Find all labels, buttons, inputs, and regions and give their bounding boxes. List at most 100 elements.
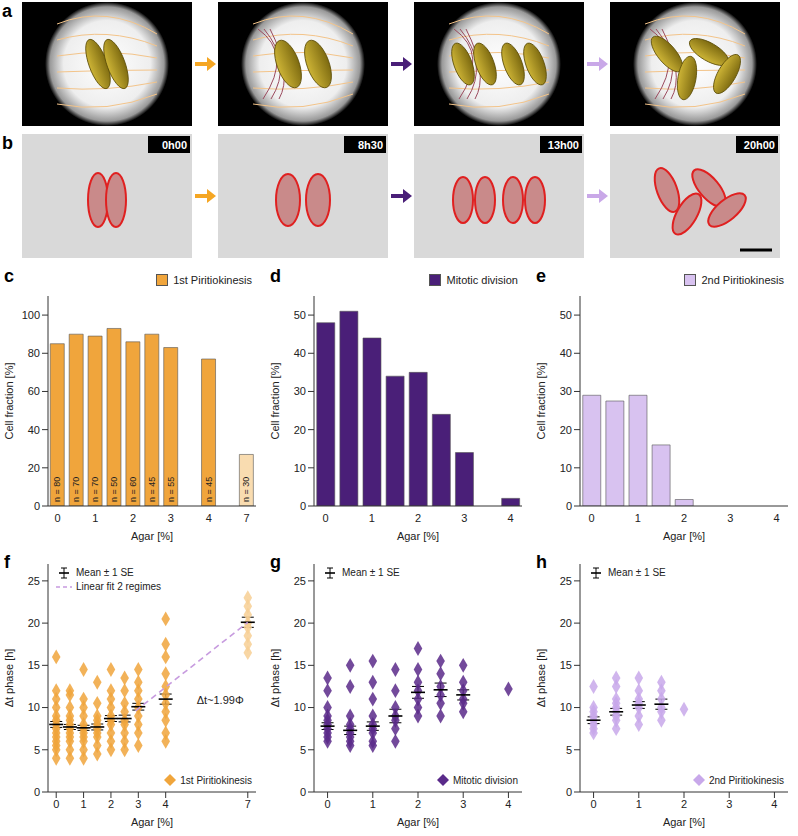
svg-text:n = 30: n = 30 bbox=[241, 477, 251, 502]
svg-text:0: 0 bbox=[54, 512, 60, 524]
svg-text:n = 45: n = 45 bbox=[147, 477, 157, 502]
svg-text:Δt~1.99Φ: Δt~1.99Φ bbox=[197, 694, 244, 706]
svg-text:40: 40 bbox=[560, 347, 572, 359]
svg-text:Agar [%]: Agar [%] bbox=[131, 816, 173, 828]
svg-text:2: 2 bbox=[681, 798, 687, 810]
svg-text:13h00: 13h00 bbox=[548, 139, 579, 151]
svg-text:n = 55: n = 55 bbox=[166, 477, 176, 502]
svg-text:20h00: 20h00 bbox=[744, 139, 775, 151]
svg-text:0h00: 0h00 bbox=[162, 139, 187, 151]
svg-text:Cell fraction [%]: Cell fraction [%] bbox=[535, 362, 547, 439]
svg-text:3: 3 bbox=[461, 512, 467, 524]
svg-text:3: 3 bbox=[135, 798, 141, 810]
svg-text:5: 5 bbox=[300, 744, 306, 756]
svg-text:10: 10 bbox=[294, 462, 306, 474]
svg-text:80: 80 bbox=[28, 347, 40, 359]
svg-text:1: 1 bbox=[81, 798, 87, 810]
svg-text:20: 20 bbox=[28, 617, 40, 629]
svg-text:Agar [%]: Agar [%] bbox=[131, 530, 173, 542]
svg-text:25: 25 bbox=[560, 575, 572, 587]
svg-text:0: 0 bbox=[34, 500, 40, 512]
svg-text:b: b bbox=[2, 133, 13, 153]
svg-text:Agar [%]: Agar [%] bbox=[397, 530, 439, 542]
svg-text:n = 45: n = 45 bbox=[204, 477, 214, 502]
svg-text:Agar [%]: Agar [%] bbox=[663, 816, 705, 828]
svg-text:0: 0 bbox=[53, 798, 59, 810]
svg-text:2: 2 bbox=[415, 512, 421, 524]
svg-text:Δt phase [h]: Δt phase [h] bbox=[3, 649, 15, 708]
svg-text:0: 0 bbox=[591, 798, 597, 810]
svg-text:0: 0 bbox=[325, 798, 331, 810]
svg-text:1: 1 bbox=[92, 512, 98, 524]
svg-text:1: 1 bbox=[370, 798, 376, 810]
svg-text:n = 70: n = 70 bbox=[71, 477, 81, 502]
svg-text:5: 5 bbox=[566, 744, 572, 756]
svg-text:0: 0 bbox=[566, 786, 572, 798]
svg-text:50: 50 bbox=[560, 309, 572, 321]
svg-text:15: 15 bbox=[294, 659, 306, 671]
html-text:Mitotic division: Mitotic division bbox=[446, 274, 518, 286]
svg-text:4: 4 bbox=[505, 798, 511, 810]
html-text:1st Piritiokinesis: 1st Piritiokinesis bbox=[173, 274, 252, 286]
svg-text:0: 0 bbox=[300, 786, 306, 798]
svg-text:3: 3 bbox=[726, 798, 732, 810]
svg-text:20: 20 bbox=[294, 424, 306, 436]
svg-text:7: 7 bbox=[243, 512, 249, 524]
svg-text:5: 5 bbox=[34, 744, 40, 756]
html-text:1st Piritiokinesis: 1st Piritiokinesis bbox=[180, 774, 252, 786]
svg-text:2: 2 bbox=[130, 512, 136, 524]
svg-text:n = 60: n = 60 bbox=[128, 477, 138, 502]
svg-text:0: 0 bbox=[566, 500, 572, 512]
svg-text:1: 1 bbox=[369, 512, 375, 524]
svg-text:Δt phase [h]: Δt phase [h] bbox=[535, 649, 547, 708]
svg-text:Agar [%]: Agar [%] bbox=[663, 530, 705, 542]
svg-text:40: 40 bbox=[28, 424, 40, 436]
svg-text:50: 50 bbox=[294, 309, 306, 321]
svg-text:0: 0 bbox=[322, 512, 328, 524]
svg-text:15: 15 bbox=[560, 659, 572, 671]
svg-text:10: 10 bbox=[560, 462, 572, 474]
svg-text:25: 25 bbox=[294, 575, 306, 587]
svg-text:2: 2 bbox=[108, 798, 114, 810]
svg-text:20: 20 bbox=[560, 424, 572, 436]
svg-text:0: 0 bbox=[588, 512, 594, 524]
svg-text:10: 10 bbox=[294, 701, 306, 713]
svg-text:10: 10 bbox=[28, 701, 40, 713]
svg-text:n = 50: n = 50 bbox=[109, 477, 119, 502]
svg-text:20: 20 bbox=[294, 617, 306, 629]
svg-text:a: a bbox=[2, 1, 13, 21]
svg-text:Cell fraction [%]: Cell fraction [%] bbox=[269, 362, 281, 439]
svg-text:30: 30 bbox=[560, 385, 572, 397]
svg-text:2: 2 bbox=[415, 798, 421, 810]
svg-text:10: 10 bbox=[560, 701, 572, 713]
svg-text:15: 15 bbox=[28, 659, 40, 671]
html-text:2nd Piritiokinesis: 2nd Piritiokinesis bbox=[701, 274, 784, 286]
svg-text:Δt phase [h]: Δt phase [h] bbox=[269, 649, 281, 708]
svg-text:Cell fraction [%]: Cell fraction [%] bbox=[3, 362, 15, 439]
svg-text:4: 4 bbox=[771, 798, 777, 810]
svg-text:4: 4 bbox=[773, 512, 779, 524]
svg-text:60: 60 bbox=[28, 385, 40, 397]
svg-text:3: 3 bbox=[168, 512, 174, 524]
svg-text:7: 7 bbox=[245, 798, 251, 810]
svg-text:0: 0 bbox=[34, 786, 40, 798]
svg-text:20: 20 bbox=[560, 617, 572, 629]
svg-text:2: 2 bbox=[681, 512, 687, 524]
svg-text:30: 30 bbox=[294, 385, 306, 397]
svg-text:0: 0 bbox=[300, 500, 306, 512]
svg-text:1: 1 bbox=[636, 798, 642, 810]
svg-text:4: 4 bbox=[163, 798, 169, 810]
svg-text:25: 25 bbox=[28, 575, 40, 587]
svg-text:40: 40 bbox=[294, 347, 306, 359]
svg-text:3: 3 bbox=[460, 798, 466, 810]
svg-text:Agar [%]: Agar [%] bbox=[397, 816, 439, 828]
svg-text:100: 100 bbox=[22, 309, 40, 321]
svg-text:20: 20 bbox=[28, 462, 40, 474]
svg-text:3: 3 bbox=[727, 512, 733, 524]
svg-text:n = 70: n = 70 bbox=[90, 477, 100, 502]
svg-text:1: 1 bbox=[635, 512, 641, 524]
svg-text:n = 80: n = 80 bbox=[52, 477, 62, 502]
svg-text:8h30: 8h30 bbox=[358, 139, 383, 151]
svg-text:4: 4 bbox=[206, 512, 212, 524]
svg-text:4: 4 bbox=[507, 512, 513, 524]
